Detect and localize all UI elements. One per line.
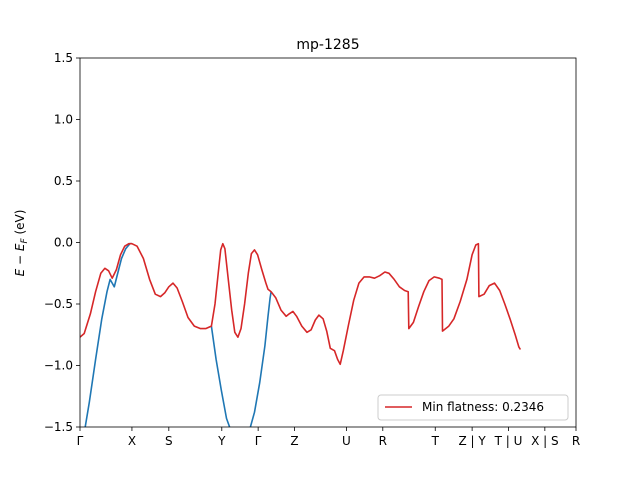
- x-tick-label: Z: [290, 434, 298, 448]
- legend-label: Min flatness: 0.2346: [422, 400, 544, 414]
- y-tick-label: −1.0: [44, 359, 73, 373]
- legend-box: [377, 394, 569, 421]
- x-axis: Γ X S Y Γ Z U R T Z | Y T | U X | S R: [77, 427, 580, 448]
- y-axis-label: E − EF (eV): [13, 210, 30, 277]
- x-tick-label: T | U: [494, 434, 523, 448]
- x-tick-label: U: [342, 434, 351, 448]
- legend: Min flatness: 0.2346: [377, 394, 569, 421]
- series-line-band-1: [84, 242, 132, 427]
- series-line-band-2: [210, 325, 231, 427]
- x-tick-label: R: [572, 434, 580, 448]
- x-tick-label: Z | Y: [459, 434, 487, 448]
- x-tick-label: S: [165, 434, 173, 448]
- x-tick-label: R: [379, 434, 387, 448]
- x-tick-label: Γ: [77, 434, 84, 448]
- x-tick-label: X | S: [531, 434, 559, 448]
- y-tick-label: −1.5: [44, 420, 73, 434]
- y-axis: −1.5 −1.0 −0.5 0.0 0.5 1.0 1.5: [44, 51, 80, 434]
- series-line-band-3: [249, 291, 272, 427]
- y-tick-label: 0.0: [54, 236, 73, 250]
- y-tick-label: 1.0: [54, 113, 73, 127]
- chart-title: mp-1285: [296, 37, 359, 53]
- plot-area: [80, 242, 522, 427]
- x-tick-label: Y: [217, 434, 226, 448]
- x-tick-label: Γ: [255, 434, 262, 448]
- plot-frame: [79, 57, 577, 428]
- x-tick-label: X: [128, 434, 136, 448]
- y-tick-label: 1.5: [54, 51, 73, 65]
- y-tick-label: −0.5: [44, 297, 73, 311]
- series-line-min-flatness: [80, 242, 522, 366]
- y-tick-label: 0.5: [54, 174, 73, 188]
- x-tick-label: T: [431, 434, 440, 448]
